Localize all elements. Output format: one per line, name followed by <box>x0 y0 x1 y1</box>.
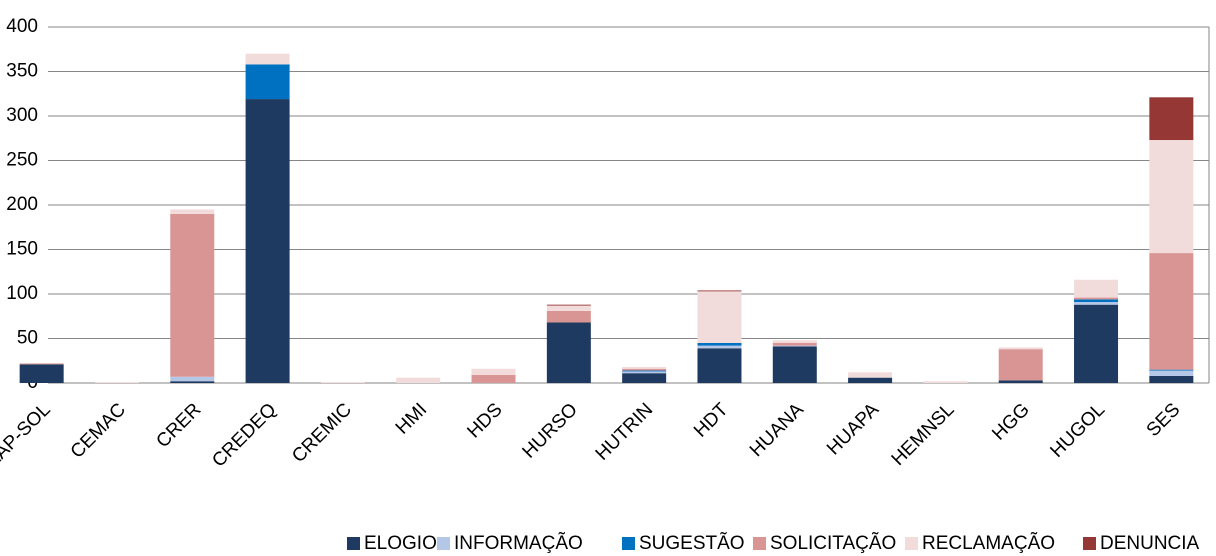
legend-swatch <box>753 537 766 550</box>
bar-segment <box>848 377 893 383</box>
x-tick-label: CRER <box>152 399 205 452</box>
bar-segment <box>471 368 516 375</box>
legend-swatch <box>437 537 450 550</box>
legend-label: SOLICITAÇÃO <box>770 532 896 554</box>
x-tick-label: HMI <box>392 399 431 438</box>
bar-segment <box>622 373 667 383</box>
bar-segment <box>697 342 742 346</box>
bar-segment <box>1074 299 1119 303</box>
x-tick-label: CEAP-SOL <box>0 399 55 482</box>
x-tick-label: HEMNSL <box>888 399 959 470</box>
bar-segment <box>1149 375 1194 383</box>
bar-segment <box>622 370 667 372</box>
bar-segment <box>1074 279 1119 298</box>
bar-segment <box>245 99 290 383</box>
legend-label: ELOGIO <box>364 533 437 554</box>
legend-label: INFORMAÇÃO <box>454 532 583 554</box>
bar-segment <box>1149 369 1194 371</box>
bar-segment <box>94 382 139 383</box>
x-tick-label: HUANA <box>746 399 808 461</box>
bar-segment <box>697 290 742 292</box>
bar-segment <box>546 304 591 306</box>
x-tick-label: SES <box>1143 399 1185 441</box>
bar-segment <box>697 348 742 383</box>
bar-segment <box>697 291 742 343</box>
bar-segment <box>170 209 215 214</box>
bar-segment <box>471 374 516 383</box>
x-tick-label: CREDEQ <box>208 399 280 471</box>
x-tick-label: HGG <box>988 399 1033 444</box>
bar-segment <box>622 368 667 371</box>
x-tick-label: CEMAC <box>67 399 130 462</box>
bar-segment <box>1149 97 1194 141</box>
bar-segment <box>396 377 441 383</box>
bar-segment <box>1149 140 1194 254</box>
legend-label: DENUNCIA <box>1100 533 1200 554</box>
x-tick-label: HUAPA <box>823 399 883 459</box>
legend-swatch <box>905 537 918 550</box>
bar-segment <box>546 310 591 323</box>
bar-segment <box>170 381 215 383</box>
y-tick-label: 350 <box>6 61 38 82</box>
y-tick-label: 400 <box>6 16 38 37</box>
bar-segment <box>622 366 667 369</box>
legend-label: SUGESTÃO <box>639 532 745 554</box>
bar-segment <box>1074 304 1119 383</box>
bar-segment <box>1149 253 1194 370</box>
y-tick-label: 100 <box>6 283 38 304</box>
bar-segment <box>19 364 64 383</box>
bar-segment <box>622 371 667 374</box>
bar-segment <box>245 64 290 100</box>
bar-segment <box>170 376 215 382</box>
bar-segment <box>998 349 1043 381</box>
bar-segment <box>697 345 742 349</box>
bar-segment <box>848 372 893 378</box>
bar-segment <box>998 347 1043 350</box>
bar-segment <box>19 363 64 365</box>
x-tick-label: HUGOL <box>1046 399 1109 462</box>
bar-segment <box>923 381 968 383</box>
bar-segment <box>546 305 591 311</box>
bar-segment <box>170 213 215 377</box>
x-tick-label: HDS <box>463 399 506 442</box>
legend-swatch <box>347 537 360 550</box>
y-tick-label: 200 <box>6 194 38 215</box>
bar-segment <box>998 380 1043 383</box>
x-tick-label: HURSO <box>519 399 582 462</box>
bar-segment <box>245 53 290 65</box>
bar-segment <box>1074 302 1119 305</box>
bar-segment <box>772 342 817 346</box>
bar-segment <box>546 322 591 383</box>
legend-swatch <box>1083 537 1096 550</box>
x-tick-label: CREMIC <box>288 399 356 467</box>
bar-segment <box>1074 297 1119 300</box>
legend-label: RECLAMAÇÃO <box>922 532 1055 554</box>
x-tick-label: HUTRIN <box>592 399 658 465</box>
bar-segment <box>320 382 365 383</box>
x-tick-label: HDT <box>690 399 733 442</box>
bar-segment <box>772 345 817 347</box>
bar-segment <box>772 346 817 383</box>
bar-segment <box>1149 370 1194 376</box>
y-tick-label: 150 <box>6 239 38 260</box>
bar-segment <box>772 340 817 343</box>
y-tick-label: 250 <box>6 150 38 171</box>
y-tick-label: 300 <box>6 105 38 126</box>
y-tick-label: 50 <box>17 328 38 349</box>
legend-swatch <box>622 537 635 550</box>
